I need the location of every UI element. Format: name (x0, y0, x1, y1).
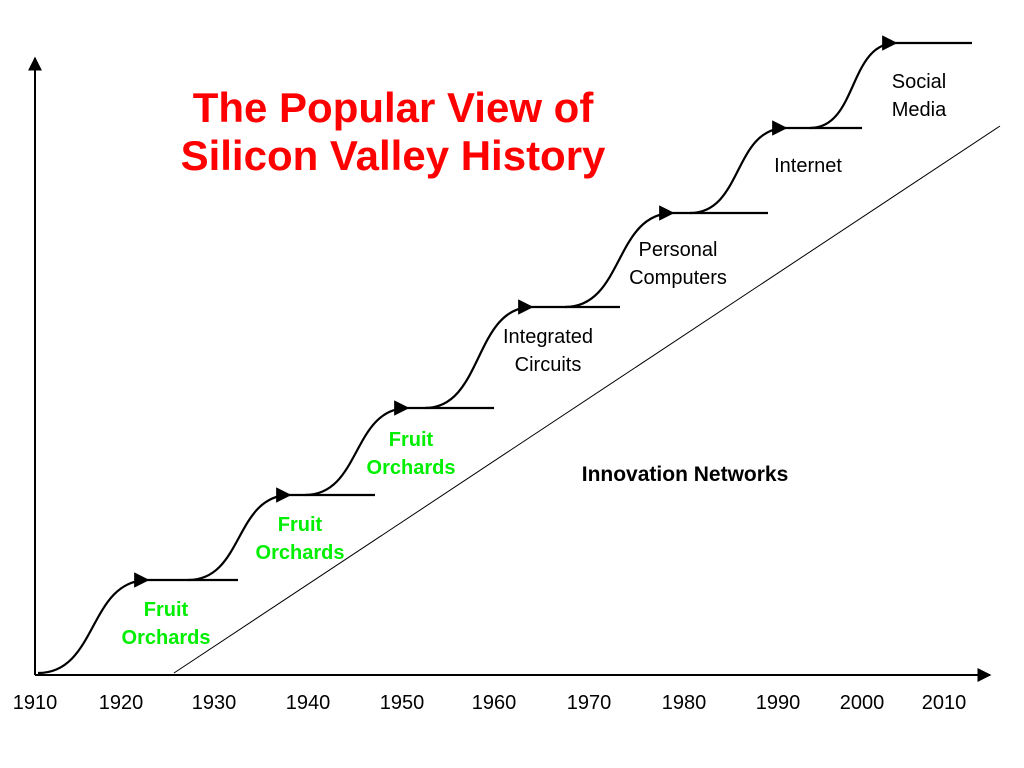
stage-label-line: Media (892, 99, 947, 121)
step-curve (187, 487, 292, 582)
x-tick-label: 2000 (840, 692, 885, 714)
innovation-networks-line (173, 125, 1001, 674)
step-curve (564, 205, 675, 309)
stage-label-line: Internet (774, 155, 842, 177)
x-tick-label: 2010 (922, 692, 967, 714)
stage-labels: Fruit Orchards Fruit Orchards Fruit Orchards I… (122, 71, 948, 649)
stage-label-line: Integrated (503, 326, 593, 348)
stage-label-line: Orchards (256, 542, 345, 564)
title-line-1: The Popular View of (193, 84, 595, 131)
stage-label: Internet (774, 155, 842, 177)
stage-label: Fruit Orchards (256, 514, 345, 564)
step-curve (37, 572, 150, 675)
x-tick-label: 1920 (99, 692, 144, 714)
stage-label-line: Orchards (122, 627, 211, 649)
x-tick-label: 1950 (380, 692, 425, 714)
x-axis-ticks: 1910 1920 1930 1940 1950 1960 1970 1980 1990 2000… (13, 692, 967, 714)
stage-label-line: Computers (629, 267, 727, 289)
stage-label-line: Fruit (278, 514, 323, 536)
stage-label: Fruit Orchards (367, 429, 456, 479)
title-line-2: Silicon Valley History (181, 132, 606, 179)
stage-label: Social Media (892, 71, 947, 121)
stage-label-line: Fruit (144, 599, 189, 621)
step-curve (689, 120, 788, 215)
stage-label-line: Fruit (389, 429, 434, 451)
step-curve (304, 400, 410, 497)
stage-label: Fruit Orchards (122, 599, 211, 649)
stage-label-line: Personal (639, 239, 718, 261)
step-curve (424, 299, 534, 410)
stage-label: Personal Computers (629, 239, 727, 289)
stage-label-line: Social (892, 71, 946, 93)
x-tick-label: 1930 (192, 692, 237, 714)
stage-label-line: Orchards (367, 457, 456, 479)
x-tick-label: 1990 (756, 692, 801, 714)
x-tick-label: 1960 (472, 692, 517, 714)
innovation-networks-label: Innovation Networks (582, 463, 789, 486)
step-curves (37, 35, 972, 675)
step-curve (809, 35, 898, 130)
x-tick-label: 1940 (286, 692, 331, 714)
x-tick-label: 1970 (567, 692, 612, 714)
x-tick-label: 1910 (13, 692, 58, 714)
stage-label-line: Circuits (515, 354, 582, 376)
stage-label: Integrated Circuits (503, 326, 593, 376)
x-tick-label: 1980 (662, 692, 707, 714)
